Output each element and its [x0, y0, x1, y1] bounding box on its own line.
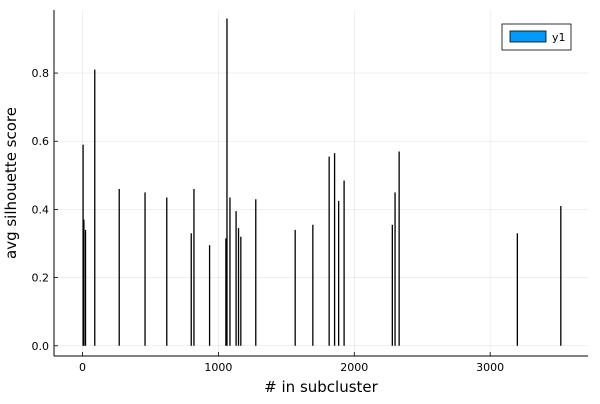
y-tick-label: 0.8	[32, 67, 50, 80]
x-tick-label: 0	[79, 361, 86, 374]
x-tick-label: 3000	[476, 361, 504, 374]
y-tick-label: 0.0	[32, 340, 50, 353]
legend: y1	[501, 23, 572, 51]
grid-lines	[54, 10, 588, 356]
legend-label-y1: y1	[552, 31, 566, 44]
y-tick-label: 0.2	[32, 272, 50, 285]
x-tick-label: 1000	[204, 361, 232, 374]
legend-swatch	[509, 30, 547, 43]
y-tick-label: 0.6	[32, 135, 50, 148]
axes	[53, 10, 588, 357]
bars-layer	[82, 18, 562, 346]
y-tick-label: 0.4	[32, 203, 50, 216]
tick-labels: 0 1000 2000 3000 0.0 0.2 0.4 0.6 0.8	[32, 67, 505, 374]
x-axis-label: # in subcluster	[264, 378, 378, 396]
x-tick-label: 2000	[340, 361, 368, 374]
y-axis-label: avg silhouette score	[2, 107, 20, 259]
